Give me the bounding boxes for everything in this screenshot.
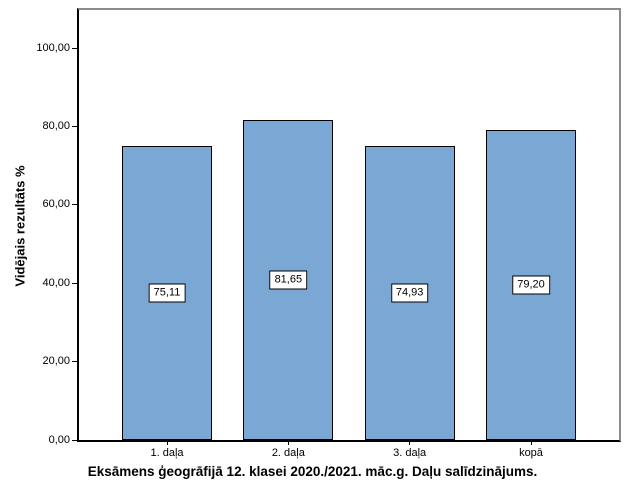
x-tick-mark [287, 440, 289, 445]
x-tick-label: kopā [519, 447, 543, 459]
x-tick-label: 2. daļa [271, 447, 305, 459]
chart-title: Eksāmens ģeogrāfijā 12. klasei 2020./202… [87, 464, 538, 479]
x-tick-label: 3. daļa [393, 447, 427, 459]
y-tick-label: 100,00 [36, 41, 70, 54]
y-tick-mark [72, 125, 79, 127]
y-tick-label: 40,00 [42, 276, 70, 289]
y-tick-label: 0,00 [48, 433, 70, 446]
x-tick-label: 1. daļa [150, 447, 184, 459]
y-tick-mark [72, 282, 79, 284]
y-tick-label: 80,00 [42, 119, 70, 132]
bar-value-label: 74,93 [390, 283, 429, 303]
y-tick-mark [72, 47, 79, 49]
plot-area [77, 8, 621, 442]
y-tick-mark [72, 361, 79, 363]
x-tick-mark [166, 440, 168, 445]
x-tick-mark [530, 440, 532, 445]
bar-value-label: 75,11 [148, 283, 186, 303]
y-tick-mark [72, 204, 79, 206]
y-tick-mark [72, 439, 79, 441]
bar-value-label: 81,65 [269, 270, 308, 290]
y-tick-label: 20,00 [42, 355, 70, 368]
y-tick-label: 60,00 [42, 198, 70, 211]
x-tick-mark [409, 440, 411, 445]
bar-value-label: 79,20 [512, 275, 550, 295]
